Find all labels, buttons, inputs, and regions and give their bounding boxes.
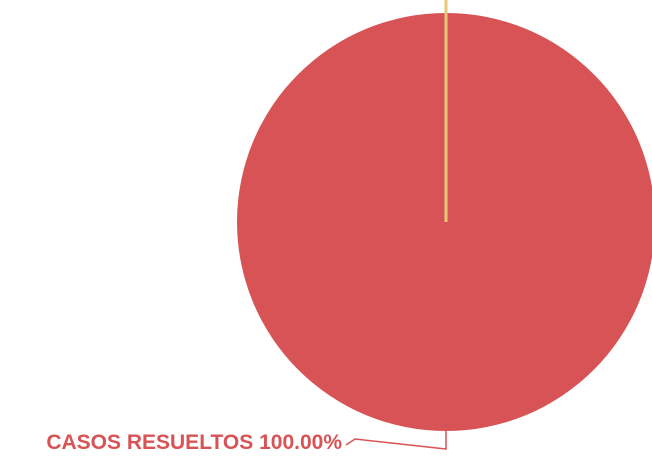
pie-slices (237, 0, 652, 431)
pie-labels: CASOS RESUELTOS 100.00% (46, 431, 447, 454)
slice-leader-line (345, 431, 447, 450)
slice-label: CASOS RESUELTOS 100.00% (46, 431, 342, 454)
